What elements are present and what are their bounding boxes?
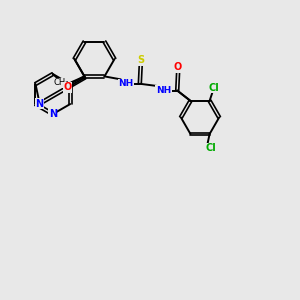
Text: O: O [174,62,182,72]
Text: O: O [64,82,72,92]
Text: Cl: Cl [208,82,219,93]
Text: N: N [49,109,57,119]
Text: NH: NH [118,79,134,88]
Text: S: S [137,55,144,65]
Text: CH₃: CH₃ [53,78,69,87]
Text: N: N [36,99,44,109]
Text: NH: NH [156,86,171,95]
Text: Cl: Cl [206,143,216,153]
